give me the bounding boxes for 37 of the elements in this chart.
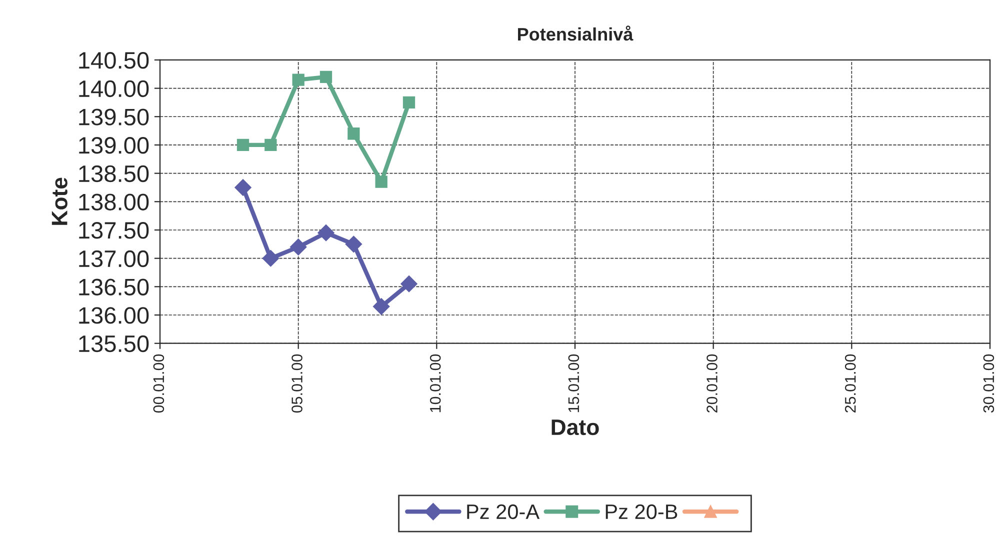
point xyxy=(264,138,277,152)
legend-label: Pz 20-B xyxy=(606,504,678,520)
chart-title: Potensialnivå xyxy=(518,26,634,41)
point xyxy=(318,224,334,242)
y-tick-label: 139.00 xyxy=(79,137,149,154)
x-tick-label: 30.01.00 xyxy=(983,354,994,413)
x-tick-label: 15.01.00 xyxy=(568,354,580,412)
y-tick-label: 136.00 xyxy=(79,307,149,324)
y-tick-label: 136.50 xyxy=(79,278,149,296)
point xyxy=(400,275,418,292)
legend-label: Pz 20-A xyxy=(467,504,540,520)
y-tick-label: 137.00 xyxy=(79,250,149,268)
point xyxy=(348,128,360,140)
point xyxy=(402,96,416,109)
x-tick-label: 05.01.00 xyxy=(292,354,302,413)
y-axis-title: Kote xyxy=(52,178,68,225)
point xyxy=(372,298,390,315)
x-tick-label: 00.01.00 xyxy=(153,354,164,413)
y-tick-label: 140.50 xyxy=(79,52,149,69)
x-axis-title: Dato xyxy=(552,420,599,436)
y-tick-label: 138.50 xyxy=(79,165,149,182)
point xyxy=(320,70,332,84)
y-tick-label: 140.00 xyxy=(79,80,149,98)
point xyxy=(234,179,252,196)
point xyxy=(345,236,362,253)
x-tick-label: 20.01.00 xyxy=(706,354,718,412)
y-tick-label: 135.50 xyxy=(79,335,149,352)
y-tick-label: 138.00 xyxy=(79,194,149,210)
y-tick-label: 139.50 xyxy=(79,108,149,126)
x-tick-label: 10.01.00 xyxy=(430,354,441,412)
point xyxy=(375,176,388,188)
point xyxy=(236,138,250,152)
point xyxy=(292,74,304,86)
point xyxy=(262,250,280,267)
x-tick-label: 25.01.00 xyxy=(844,354,856,412)
point xyxy=(290,238,307,256)
y-tick-label: 137.50 xyxy=(79,222,149,239)
